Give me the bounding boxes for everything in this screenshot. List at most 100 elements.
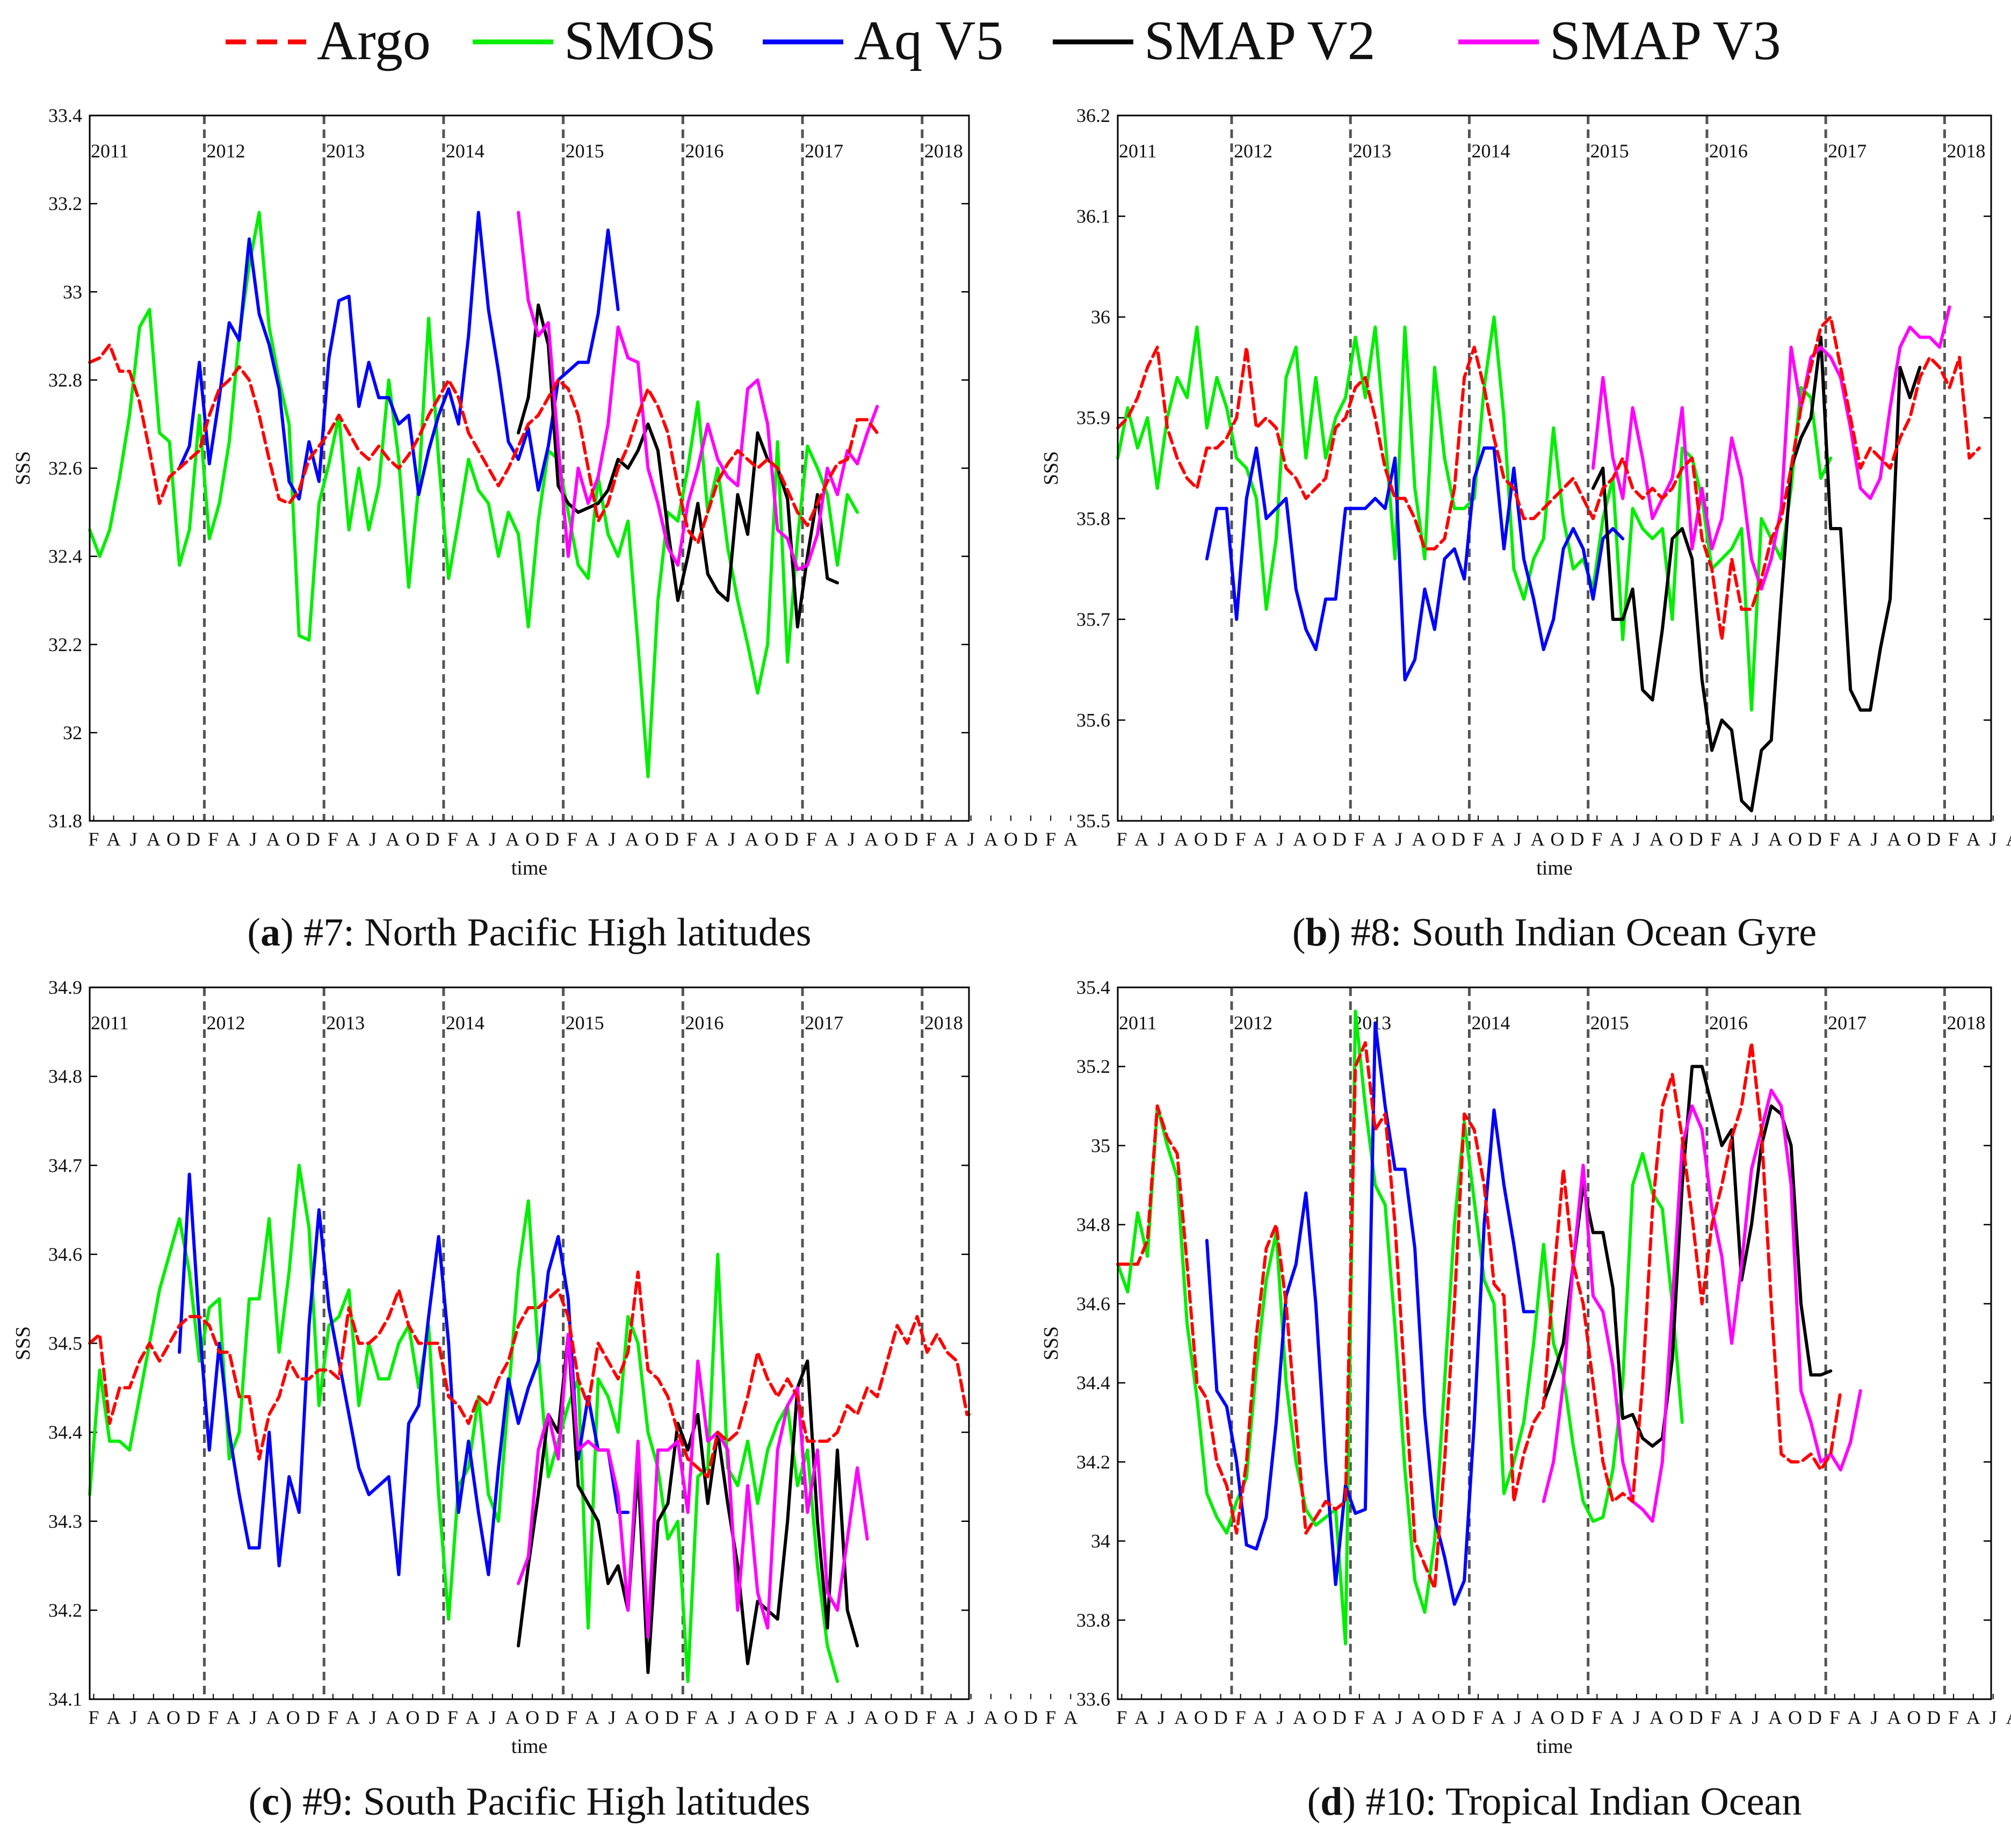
legend-label: SMAP V3 — [1550, 10, 1781, 71]
caption-letter: b — [1306, 911, 1328, 955]
year-label: 2011 — [91, 1012, 129, 1034]
x-tick-label: F — [1473, 828, 1484, 850]
x-tick-label: F — [1116, 1707, 1127, 1728]
x-tick-label: A — [824, 1707, 838, 1728]
legend-item: Aq V5 — [763, 10, 1003, 71]
x-tick-label: J — [728, 1707, 735, 1728]
caption-text: #7: North Pacific High latitudes — [294, 911, 812, 955]
x-tick-label: J — [609, 828, 616, 850]
x-tick-label: J — [1395, 1707, 1403, 1728]
x-tick-label: D — [1333, 1707, 1347, 1728]
x-tick-label: A — [1174, 828, 1188, 850]
x-axis-label: time — [1536, 1735, 1573, 1758]
x-tick-label: A — [226, 828, 240, 850]
year-label: 2017 — [1828, 140, 1867, 162]
x-tick-label: A — [824, 828, 838, 850]
x-tick-label: A — [1253, 1707, 1267, 1728]
y-tick-label: 36 — [1091, 306, 1110, 328]
x-tick-label: D — [1927, 1707, 1941, 1728]
x-tick-label: F — [1948, 1707, 1959, 1728]
y-tick-label: 36.2 — [1076, 105, 1110, 126]
plot-frame — [1117, 986, 1992, 1700]
y-tick-label: 33.8 — [1076, 1609, 1110, 1631]
x-tick-label: O — [765, 1707, 779, 1728]
x-tick-label: J — [130, 1707, 138, 1728]
plot-frame — [89, 986, 970, 1700]
year-label: 2011 — [91, 140, 129, 162]
x-tick-label: A — [864, 828, 878, 850]
y-tick-label: 34.8 — [48, 1066, 82, 1087]
x-tick-label: A — [505, 828, 519, 850]
series-line-argo — [1116, 1041, 1842, 1590]
x-tick-label: D — [1451, 828, 1465, 850]
x-tick-label: A — [625, 828, 639, 850]
x-tick-label: J — [1990, 828, 1997, 850]
x-axis-label: time — [511, 857, 548, 879]
x-tick-label: A — [386, 1707, 400, 1728]
year-label: 2013 — [1352, 1012, 1391, 1034]
x-tick-label: D — [306, 1707, 320, 1728]
x-tick-label: F — [1948, 828, 1959, 850]
x-tick-label: A — [1650, 1707, 1663, 1728]
x-tick-label: O — [1907, 1707, 1921, 1728]
legend-item: SMAP V3 — [1458, 10, 1781, 71]
x-tick-label: A — [107, 828, 121, 850]
x-tick-label: A — [1372, 828, 1386, 850]
caption-text: #10: Tropical Indian Ocean — [1356, 1780, 1802, 1824]
y-tick-label: 33 — [63, 281, 82, 302]
year-label: 2013 — [326, 1012, 365, 1034]
x-tick-label: A — [1966, 1707, 1980, 1728]
panel-caption: (d) #10: Tropical Indian Ocean — [1307, 1780, 1802, 1824]
x-tick-label: A — [147, 1707, 161, 1728]
x-tick-label: O — [645, 1707, 659, 1728]
x-tick-label: A — [466, 1707, 480, 1728]
y-tick-label: 32 — [63, 722, 82, 743]
caption-text: #9: South Pacific High latitudes — [293, 1780, 811, 1824]
y-tick-label: 36.1 — [1076, 206, 1110, 227]
caption-letter: a — [261, 911, 280, 955]
x-tick-label: O — [1907, 828, 1921, 850]
x-tick-label: F — [1592, 828, 1602, 850]
caption-letter: d — [1320, 1780, 1342, 1824]
x-tick-label: D — [1689, 1707, 1703, 1728]
year-label: 2018 — [1947, 140, 1985, 162]
series-line-argo — [88, 343, 879, 545]
x-tick-label: F — [88, 828, 99, 850]
x-tick-label: J — [489, 1707, 496, 1728]
series-line-argo — [1116, 315, 1981, 641]
x-tick-label: A — [386, 828, 400, 850]
x-tick-label: D — [1689, 828, 1703, 850]
y-axis-label: SSS — [12, 451, 34, 485]
x-tick-label: O — [1431, 1707, 1445, 1728]
plot-frame — [1117, 114, 1992, 822]
x-tick-label: D — [1451, 1707, 1465, 1728]
panels: 31.8 32 32.2 32.4 32.6 32.8 33 33.2 33.4 2011 2012… — [12, 105, 2011, 1824]
year-label: 2013 — [326, 140, 365, 162]
x-tick-label: A — [1134, 1707, 1148, 1728]
year-label: 2011 — [1119, 1012, 1157, 1034]
year-label: 2012 — [1234, 1012, 1272, 1034]
x-tick-label: D — [1570, 1707, 1584, 1728]
x-tick-label: J — [369, 828, 377, 850]
y-tick-label: 35.8 — [1076, 508, 1110, 529]
year-label: 2016 — [1709, 1012, 1748, 1034]
x-tick-label: O — [765, 828, 779, 850]
y-tick-label: 33.2 — [48, 193, 82, 214]
series-line-smos — [88, 211, 859, 778]
y-tick-label: 34.2 — [1076, 1451, 1110, 1472]
series-line-smap-v2 — [517, 1332, 859, 1674]
x-tick-label: D — [1024, 1707, 1038, 1728]
x-tick-label: J — [489, 828, 496, 850]
y-tick-label: 35.9 — [1076, 407, 1110, 429]
panel-c: 34.1 34.2 34.3 34.4 34.5 34.6 34.7 34.8 34.9 2011… — [12, 977, 1077, 1824]
x-tick-label: A — [1412, 828, 1426, 850]
x-tick-label: D — [1214, 828, 1228, 850]
y-tick-label: 34.9 — [48, 977, 82, 998]
x-tick-label: A — [705, 1707, 719, 1728]
x-tick-label: F — [1354, 1707, 1365, 1728]
series-line-smos — [1116, 1009, 1684, 1645]
y-tick-label: 35.7 — [1076, 609, 1110, 630]
y-tick-label: 33.6 — [1076, 1688, 1110, 1710]
x-tick-label: A — [1848, 828, 1862, 850]
